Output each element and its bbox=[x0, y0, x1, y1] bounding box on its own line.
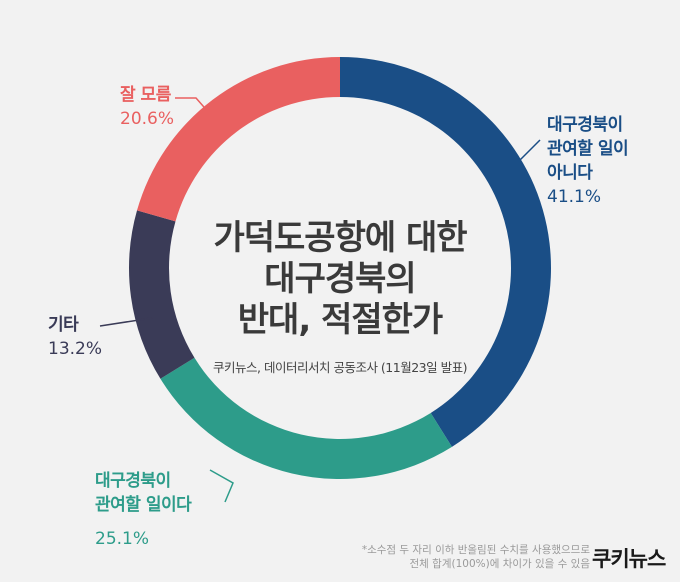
chart-title-line-1: 가덕도공항에 대한 bbox=[213, 218, 467, 258]
leader-line bbox=[519, 139, 541, 161]
slice-label-line: 대구경북이 bbox=[95, 471, 171, 491]
slice-label-involved: 대구경북이 관여할 일이다 25.1% bbox=[95, 469, 192, 551]
chart-title-line-3: 반대, 적절한가 bbox=[237, 300, 443, 340]
leader-line bbox=[175, 97, 219, 124]
slice-label-not-involved: 대구경북이 관여할 일이 아니다 41.1% bbox=[547, 113, 629, 209]
chart-title-line-2: 대구경북의 bbox=[264, 259, 416, 299]
slice-other bbox=[128, 210, 195, 379]
slice-unknown bbox=[137, 57, 340, 222]
slice-label-line: 관여할 일이다 bbox=[95, 495, 192, 515]
logo: 쿠키뉴스 bbox=[592, 547, 666, 571]
slice-value: 25.1% bbox=[95, 529, 150, 549]
leader-line bbox=[99, 317, 153, 327]
footnote-line-1: *소수점 두 자리 이하 반올림된 수치를 사용했으므로 bbox=[361, 544, 590, 556]
slice-value: 13.2% bbox=[48, 339, 103, 359]
footnote-line-2: 전체 합계(100%)에 차이가 있을 수 있음 bbox=[409, 558, 590, 570]
slice-value: 20.6% bbox=[120, 109, 175, 129]
slice-label-line: 관여할 일이 bbox=[547, 139, 629, 159]
slice-label-line: 아니다 bbox=[547, 163, 593, 183]
slice-value: 41.1% bbox=[547, 187, 602, 207]
slice-label-line: 기타 bbox=[48, 315, 79, 335]
chart-title: 가덕도공항에 대한 대구경북의 반대, 적절한가 bbox=[180, 218, 500, 341]
slice-involved bbox=[160, 357, 452, 480]
slice-label-line: 대구경북이 bbox=[547, 115, 623, 135]
chart-source: 쿠키뉴스, 데이터리서치 공동조사 (11월23일 발표) bbox=[213, 360, 467, 375]
slice-label-other: 기타 13.2% bbox=[48, 313, 102, 361]
slice-not-involved bbox=[340, 57, 552, 447]
footnote: *소수점 두 자리 이하 반올림된 수치를 사용했으므로 전체 합계(100%)… bbox=[300, 543, 590, 571]
slice-label-unknown: 잘 모름 20.6% bbox=[120, 83, 174, 131]
slice-label-line: 잘 모름 bbox=[120, 85, 171, 105]
leader-line bbox=[209, 469, 234, 503]
